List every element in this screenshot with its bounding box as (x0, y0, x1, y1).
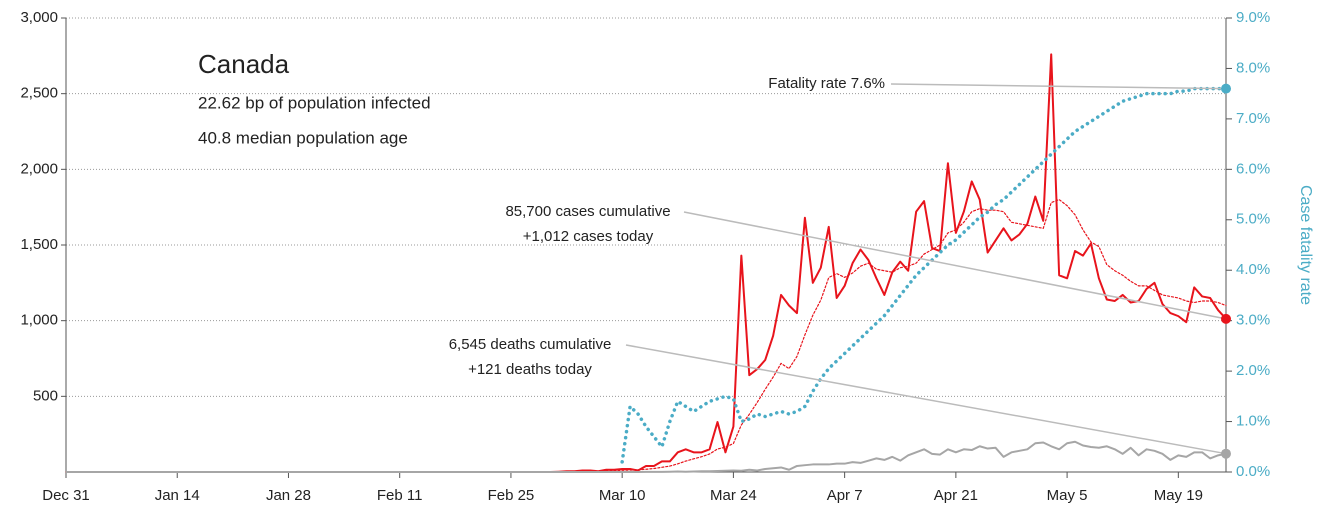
y-tick-label: 500 (33, 387, 58, 404)
callout-label: +1,012 cases today (523, 228, 654, 245)
end-marker (1221, 448, 1231, 459)
y2-tick-label: 1.0% (1236, 413, 1270, 430)
y2-tick-label: 6.0% (1236, 160, 1270, 177)
leader-line (890, 83, 1227, 90)
y2-tick-label: 7.0% (1236, 110, 1270, 127)
y2-tick-label: 2.0% (1236, 362, 1270, 379)
end-marker (1221, 83, 1231, 94)
y2-axis-label: Case fatality rate (1297, 185, 1314, 305)
x-tick-label: Apr 7 (827, 487, 863, 504)
y-tick-label: 1,500 (20, 236, 58, 253)
x-tick-label: May 19 (1154, 487, 1203, 504)
end-marker (1221, 313, 1231, 324)
x-tick-label: Apr 21 (934, 487, 978, 504)
callout-label: Fatality rate 7.6% (768, 75, 885, 92)
callout-label: +121 deaths today (468, 361, 592, 378)
x-tick-label: Dec 31 (42, 487, 90, 504)
x-tick-label: Jan 28 (266, 487, 311, 504)
x-tick-label: Feb 25 (488, 487, 535, 504)
x-tick-label: Mar 10 (599, 487, 646, 504)
y2-tick-label: 3.0% (1236, 312, 1270, 329)
callout-label: 85,700 cases cumulative (505, 203, 670, 220)
x-tick-label: Mar 24 (710, 487, 757, 504)
series-line (620, 86, 1228, 464)
subtitle: 22.62 bp of population infected (198, 93, 431, 112)
series-line (65, 440, 1227, 473)
y-tick-label: 1,000 (20, 312, 58, 329)
series-line (65, 199, 1227, 473)
series-line (65, 53, 1227, 473)
leader-line (683, 211, 1227, 320)
y2-tick-label: 9.0% (1236, 9, 1270, 26)
y2-tick-label: 0.0% (1236, 463, 1270, 480)
x-tick-label: May 5 (1047, 487, 1088, 504)
y-tick-label: 2,000 (20, 160, 58, 177)
callout-label: 6,545 deaths cumulative (449, 336, 612, 353)
y-tick-label: 3,000 (20, 9, 58, 26)
y2-tick-label: 4.0% (1236, 261, 1270, 278)
y-tick-label: 2,500 (20, 85, 58, 102)
chart-title: Canada (198, 49, 290, 79)
y2-tick-label: 5.0% (1236, 211, 1270, 228)
leader-line (625, 344, 1227, 455)
x-tick-label: Feb 11 (377, 487, 423, 504)
x-tick-label: Jan 14 (155, 487, 200, 504)
y2-tick-label: 8.0% (1236, 59, 1270, 76)
subtitle: 40.8 median population age (198, 128, 408, 147)
